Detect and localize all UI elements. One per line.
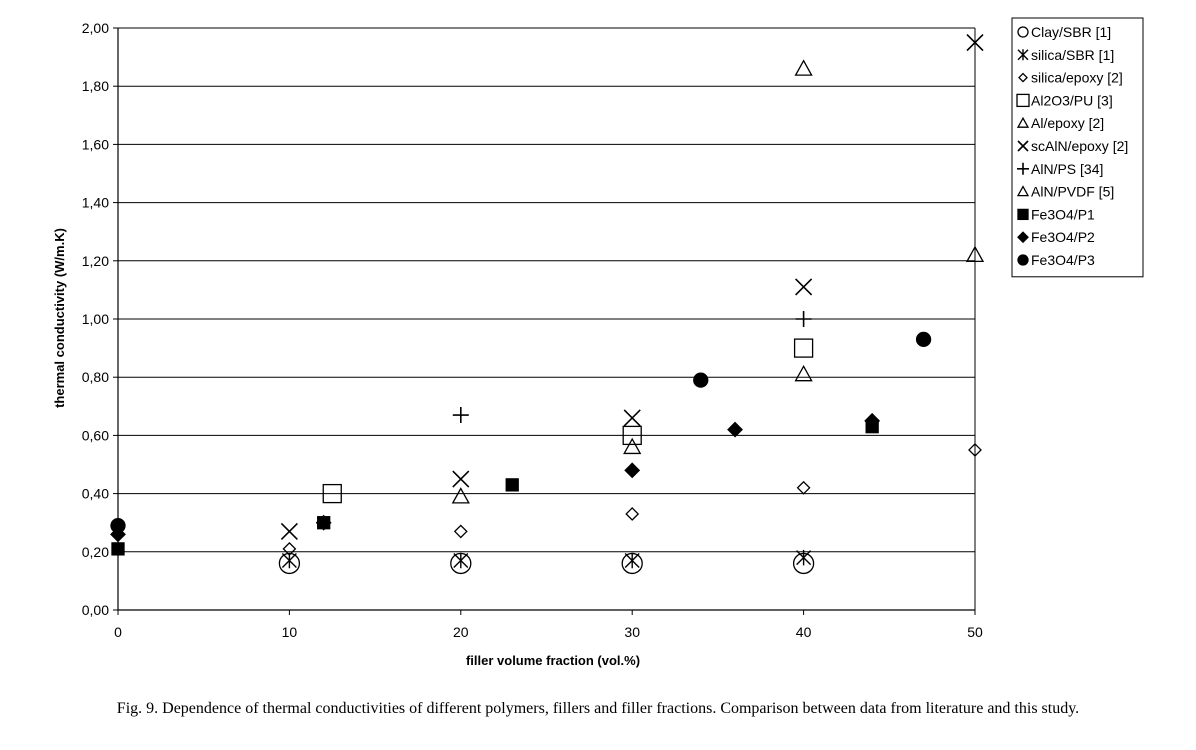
- legend-entry-label: Al2O3/PU [3]: [1031, 92, 1113, 108]
- data-points: [110, 33, 985, 575]
- legend-entry-label: Fe3O4/P1: [1031, 206, 1095, 222]
- legend-entry-label: AlN/PS [34]: [1031, 161, 1103, 177]
- legend-marker: [1017, 140, 1029, 152]
- data-point: [794, 364, 813, 382]
- data-point: [693, 372, 709, 388]
- data-point: [110, 517, 126, 534]
- legend-entry-label: scAlN/epoxy [2]: [1031, 138, 1128, 154]
- data-point: [624, 462, 641, 479]
- y-tick-label: 1,60: [82, 136, 109, 152]
- legend-entry-label: Fe3O4/P2: [1031, 229, 1095, 245]
- legend-box: [1011, 17, 1144, 278]
- data-point: [795, 311, 812, 327]
- grid-lines: [118, 27, 975, 553]
- x-tick-label: 20: [453, 624, 469, 640]
- data-point: [623, 409, 641, 427]
- legend-marker: [1017, 208, 1029, 221]
- y-tick-label: 2,00: [82, 20, 109, 36]
- data-point: [915, 331, 932, 348]
- y-tick-label: 1,00: [82, 311, 109, 327]
- data-point: [965, 245, 985, 263]
- data-point: [453, 524, 468, 539]
- scatter-chart: 0,00 0,20 0,40 0,60 0,80 1,00 1,20 1,40 1,60 1,80…: [52, 17, 1144, 668]
- legend-marker: [1016, 116, 1030, 128]
- legend-entry-label: AlN/PVDF [5]: [1031, 184, 1114, 200]
- legend-marker: [1017, 254, 1029, 266]
- legend-entry-label: Al/epoxy [2]: [1031, 115, 1104, 131]
- data-point: [315, 514, 332, 531]
- data-point: [968, 443, 982, 457]
- data-point: [796, 480, 811, 495]
- data-point: [966, 33, 984, 52]
- data-point: [452, 407, 469, 424]
- y-tick-label: 1,40: [82, 195, 109, 211]
- x-tick-label: 40: [796, 624, 812, 640]
- legend-entry-label: silica/SBR [1]: [1031, 47, 1114, 63]
- x-tick-label: 10: [282, 624, 298, 640]
- legend-entry-label: silica/epoxy [2]: [1031, 70, 1123, 86]
- y-tick-label: 1,20: [82, 253, 109, 269]
- tick-labels: 0,00 0,20 0,40 0,60 0,80 1,00 1,20 1,40 1,60 1,80…: [82, 20, 983, 640]
- legend-marker: [1017, 162, 1029, 175]
- y-tick-label: 1,80: [82, 78, 109, 94]
- data-point: [624, 552, 640, 569]
- axes: [113, 27, 976, 615]
- data-point: [452, 470, 470, 488]
- legend-marker: [1017, 231, 1029, 244]
- legend: Clay/SBR [1] silica/SBR [1] silica/epoxy […: [1011, 17, 1144, 278]
- legend-entry-label: Clay/SBR [1]: [1031, 24, 1111, 40]
- data-point: [453, 552, 469, 569]
- legend-marker: [1016, 185, 1030, 197]
- figure-caption: Fig. 9. Dependence of thermal conductivi…: [116, 700, 1080, 717]
- data-point: [622, 425, 642, 446]
- x-axis-title: filler volume fraction (vol.%): [466, 653, 640, 668]
- data-point: [322, 483, 342, 504]
- y-tick-label: 0,60: [82, 427, 109, 443]
- data-point: [794, 59, 813, 76]
- data-point: [727, 421, 743, 438]
- y-tick-label: 0,40: [82, 486, 109, 502]
- data-point: [111, 542, 125, 556]
- data-point: [796, 549, 812, 566]
- legend-marker: [1018, 72, 1028, 83]
- y-tick-label: 0,20: [82, 544, 109, 560]
- data-point: [623, 437, 642, 455]
- data-point: [451, 487, 470, 504]
- y-axis-title: thermal conductivity (W/m.K): [52, 228, 67, 408]
- data-point: [795, 278, 813, 296]
- x-tick-label: 50: [967, 624, 983, 640]
- y-tick-label: 0,00: [82, 602, 109, 618]
- data-point: [505, 478, 519, 492]
- data-point: [280, 522, 298, 540]
- x-tick-label: 30: [624, 624, 640, 640]
- data-point: [625, 507, 640, 521]
- data-point: [793, 338, 814, 358]
- data-point: [864, 412, 881, 429]
- data-point: [282, 541, 297, 556]
- legend-marker: [1017, 26, 1029, 38]
- legend-marker: [1016, 93, 1030, 108]
- legend-marker: [1017, 49, 1029, 61]
- y-tick-label: 0,80: [82, 369, 109, 385]
- x-tick-label: 0: [114, 624, 122, 640]
- legend-entry-label: Fe3O4/P3: [1031, 252, 1095, 268]
